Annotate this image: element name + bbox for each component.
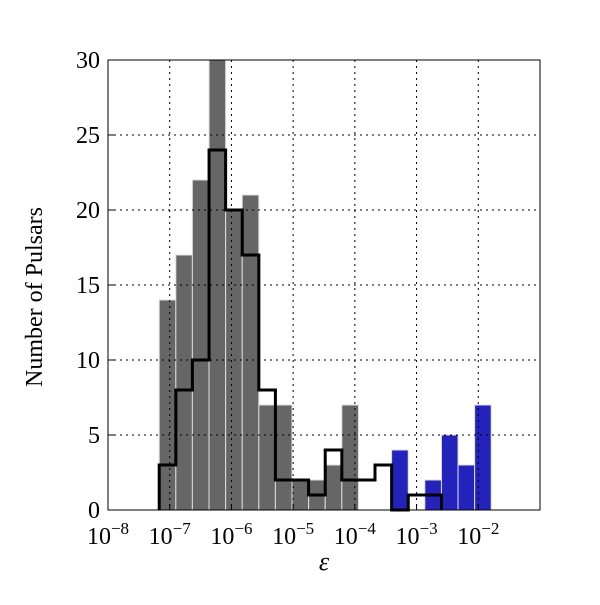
x-tick-label: 10−6 — [210, 519, 252, 550]
x-tick-label: 10−3 — [396, 519, 438, 550]
x-tick-label: 10−5 — [272, 519, 314, 550]
y-tick-label: 0 — [88, 498, 100, 524]
histogram-bar — [457, 464, 476, 511]
histogram-bar — [474, 404, 492, 511]
x-axis-label: ε — [319, 547, 330, 576]
y-tick-label: 5 — [88, 423, 100, 449]
y-tick-label: 15 — [76, 273, 100, 299]
histogram-bar — [241, 194, 260, 511]
y-tick-label: 25 — [76, 123, 100, 149]
histogram-bar — [341, 404, 359, 511]
plot-frame — [107, 59, 541, 511]
x-tick-label: 10−2 — [457, 519, 499, 550]
histogram-bar — [158, 299, 177, 511]
x-tick-label: 10−4 — [334, 519, 377, 550]
x-tick-label: 10−7 — [149, 519, 192, 550]
histogram-bar — [175, 254, 193, 511]
histogram-bar — [274, 404, 293, 511]
y-axis-label: Number of Pulsars — [22, 207, 48, 387]
histogram-bar — [191, 179, 210, 511]
histogram-bar — [258, 404, 276, 511]
histogram-bar — [391, 449, 409, 511]
y-tick-label: 30 — [76, 48, 100, 74]
histogram-bar — [291, 479, 310, 511]
y-tick-label: 10 — [76, 348, 100, 374]
x-tick-label: 10−8 — [87, 519, 129, 550]
histogram-bar — [324, 464, 343, 511]
histogram-bar — [440, 434, 459, 511]
y-tick-label: 20 — [76, 198, 100, 224]
